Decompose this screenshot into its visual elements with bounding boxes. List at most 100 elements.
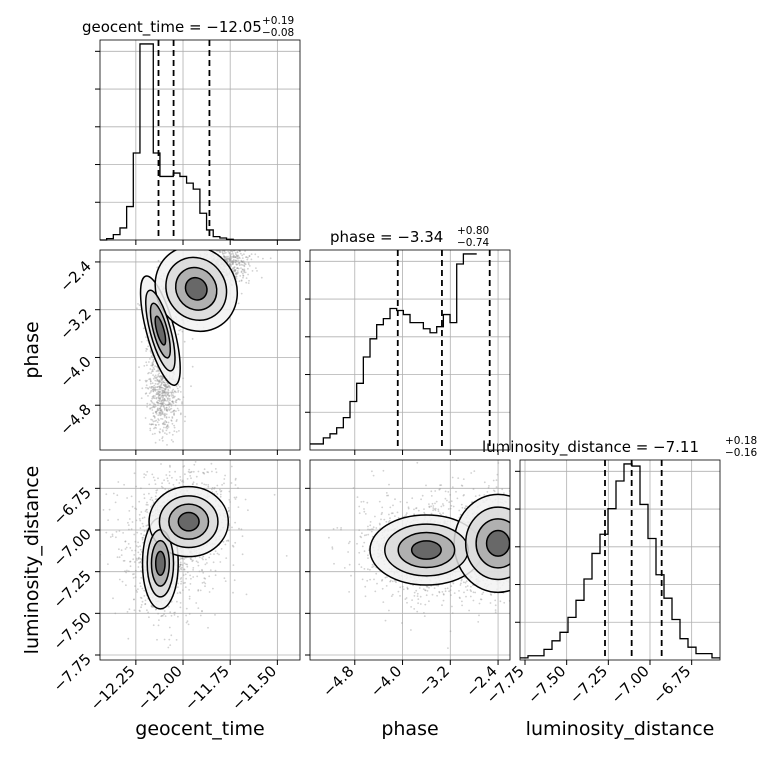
sample-point xyxy=(269,257,272,260)
sample-point xyxy=(171,400,174,403)
sample-point xyxy=(158,419,160,421)
sample-point xyxy=(145,336,147,338)
sample-point xyxy=(169,611,172,614)
sample-point xyxy=(151,362,154,364)
sample-point xyxy=(132,573,134,576)
sample-point xyxy=(157,624,160,627)
sample-point xyxy=(155,427,158,429)
histogram-step xyxy=(310,253,477,445)
sample-point xyxy=(231,260,234,263)
xlabel-geocent-time: geocent_time xyxy=(135,718,264,740)
sample-point xyxy=(242,276,244,279)
sample-point xyxy=(164,488,167,490)
sample-point xyxy=(138,561,141,564)
sample-point xyxy=(171,416,174,418)
sample-point xyxy=(160,377,162,380)
sample-point xyxy=(159,400,161,403)
sample-point xyxy=(157,370,159,372)
sample-point xyxy=(148,616,150,619)
title-phase: phase = −3.34 xyxy=(330,228,443,246)
sample-point xyxy=(168,416,171,419)
sample-point xyxy=(146,379,148,382)
sample-point xyxy=(151,433,154,435)
sample-point xyxy=(238,256,241,259)
sample-point xyxy=(161,418,164,420)
sample-point xyxy=(232,252,234,255)
sample-point xyxy=(233,266,236,269)
sample-point xyxy=(185,621,188,624)
sample-point xyxy=(189,558,192,560)
sample-point xyxy=(153,389,156,391)
sample-point xyxy=(225,255,228,258)
sample-point xyxy=(234,272,237,275)
sample-point xyxy=(152,423,155,426)
sample-point xyxy=(153,387,156,389)
sample-point xyxy=(246,258,249,261)
sample-point xyxy=(257,247,259,249)
sample-point xyxy=(167,646,170,649)
sample-point xyxy=(143,473,146,475)
sample-point xyxy=(144,603,147,606)
sample-point xyxy=(134,549,137,552)
sample-point xyxy=(181,557,184,559)
sample-point xyxy=(162,394,164,397)
sample-point xyxy=(126,611,129,613)
sample-point xyxy=(163,421,166,424)
sample-point xyxy=(186,571,189,574)
sample-point xyxy=(157,380,160,382)
sample-point xyxy=(152,394,155,397)
sample-point xyxy=(162,401,165,404)
sample-point xyxy=(129,547,132,549)
sample-point xyxy=(244,263,247,266)
sample-point xyxy=(182,582,185,584)
sample-point xyxy=(162,405,165,408)
sample-point xyxy=(154,376,157,379)
hist-panel-geocent_time xyxy=(95,39,301,245)
sample-point xyxy=(150,372,153,374)
sample-point xyxy=(158,387,161,389)
sample-point xyxy=(233,579,236,582)
histogram-step xyxy=(100,43,300,241)
sample-point xyxy=(224,580,227,582)
density-layer xyxy=(100,461,288,649)
sample-point xyxy=(149,403,151,406)
sample-point xyxy=(224,247,226,249)
sample-point xyxy=(229,258,232,261)
sample-point xyxy=(165,416,168,418)
sample-point xyxy=(158,394,161,396)
sample-point xyxy=(146,504,149,506)
sample-point xyxy=(185,614,188,617)
sample-point xyxy=(127,570,130,572)
sample-point xyxy=(160,402,163,405)
sample-point xyxy=(177,333,180,336)
sample-point xyxy=(151,499,154,502)
sample-point xyxy=(150,505,152,508)
sample-point xyxy=(165,417,168,419)
sample-point xyxy=(161,439,164,442)
sample-point xyxy=(148,423,151,425)
sample-point xyxy=(134,585,136,587)
sample-point xyxy=(144,599,147,602)
sample-point xyxy=(201,568,203,571)
sample-point xyxy=(231,250,234,253)
sample-point xyxy=(180,568,183,571)
sample-point xyxy=(169,386,171,389)
sample-point xyxy=(127,528,130,531)
sample-point xyxy=(162,384,165,386)
sample-point xyxy=(191,227,193,229)
sample-point xyxy=(174,611,176,614)
sample-point xyxy=(173,414,176,416)
sample-point xyxy=(164,414,167,417)
sample-point xyxy=(159,414,162,417)
sample-point xyxy=(248,279,250,282)
sample-point xyxy=(228,251,231,254)
sample-point xyxy=(273,493,276,496)
sample-point xyxy=(204,582,207,585)
sample-point xyxy=(234,270,237,273)
sample-point xyxy=(230,260,233,262)
sample-point xyxy=(154,423,157,426)
sample-point xyxy=(220,247,222,249)
sample-point xyxy=(177,586,179,588)
sample-point xyxy=(223,255,226,258)
sample-point xyxy=(243,264,246,267)
